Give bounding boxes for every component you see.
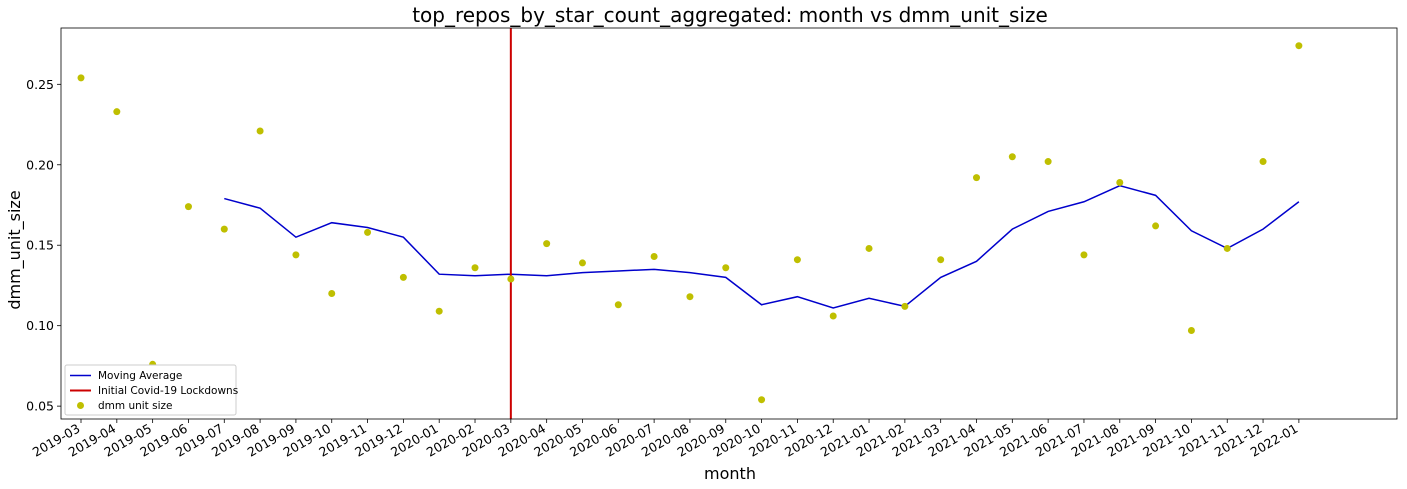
legend-label-moving-average: Moving Average: [98, 370, 182, 382]
dmm-unit-size-point: [435, 307, 443, 315]
dmm-unit-size-point: [614, 301, 622, 309]
y-axis-label: dmm_unit_size: [5, 190, 25, 309]
y-tick-label: 0.15: [26, 238, 54, 253]
x-axis-label: month: [704, 464, 756, 483]
y-tick-label: 0.20: [26, 157, 54, 172]
dmm-unit-size-point: [220, 225, 228, 233]
dmm-unit-size-point: [937, 256, 945, 264]
dmm-unit-size-point: [650, 252, 658, 260]
dmm-unit-size-point: [865, 244, 873, 252]
chart-title: top_repos_by_star_count_aggregated: mont…: [412, 3, 1048, 27]
dmm-unit-size-point: [1080, 251, 1088, 259]
dmm-unit-size-point: [1044, 158, 1052, 166]
dmm-unit-size-point: [686, 293, 694, 301]
dmm-unit-size-point: [793, 256, 801, 264]
legend-label-covid-lockdowns: Initial Covid-19 Lockdowns: [98, 385, 238, 397]
dmm-unit-size-point: [578, 259, 586, 267]
dmm-unit-size-point: [758, 396, 766, 404]
dmm-unit-size-point: [364, 228, 372, 236]
dmm-unit-size-point: [471, 264, 479, 272]
dmm-unit-size-point: [507, 275, 515, 283]
dmm-unit-size-point: [1187, 327, 1195, 335]
dmm-unit-size-point: [829, 312, 837, 320]
legend-frame: [64, 364, 237, 416]
dmm-unit-size-point: [113, 108, 121, 116]
dmm-unit-size-point: [399, 273, 407, 281]
moving-average-line: [224, 184, 1300, 309]
legend-label-dmm-unit-size: dmm unit size: [98, 400, 173, 412]
dmm-unit-size-point: [256, 127, 264, 135]
dmm-unit-size-point: [1259, 158, 1267, 166]
y-tick-label: 0.10: [26, 318, 54, 333]
legend: Moving Average Initial Covid-19 Lockdown…: [64, 364, 238, 416]
dmm-unit-size-point: [1223, 244, 1231, 252]
dmm-unit-size-point: [543, 240, 551, 248]
dmm-unit-size-point: [1008, 153, 1016, 161]
axes-frame: [60, 27, 1398, 420]
dmm-unit-size-point: [1116, 178, 1124, 186]
y-tick-label: 0.05: [26, 399, 54, 414]
dmm-unit-size-point: [901, 302, 909, 310]
y-tick-label: 0.25: [26, 77, 54, 92]
dmm-unit-size-point: [1152, 222, 1160, 230]
dmm-unit-size-point: [77, 74, 85, 82]
dmm-unit-size-point: [722, 264, 730, 272]
dmm-unit-size-point: [973, 174, 980, 182]
legend-marker-dmm-unit-size: [77, 402, 84, 409]
dmm-unit-size-point: [184, 203, 192, 211]
dmm-unit-size-point: [1295, 42, 1303, 50]
dmm-unit-size-point: [292, 251, 300, 259]
dmm-unit-size-point: [328, 289, 336, 297]
